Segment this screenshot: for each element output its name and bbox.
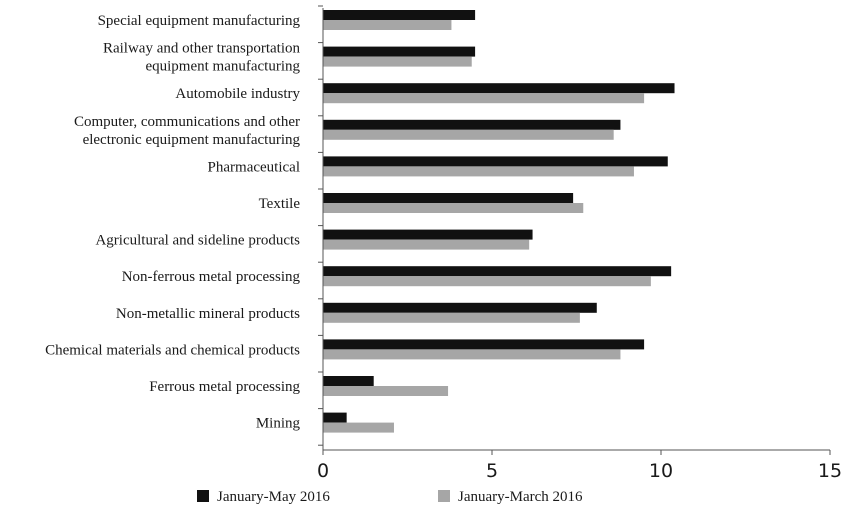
bar-jan-mar-10 [323,386,449,396]
bar-jan-may-7 [323,266,672,277]
category-labels: Special equipment manufacturing Railway a… [45,13,300,432]
category-label-line: Automobile industry [175,86,300,102]
bar-jan-may-6 [323,229,533,240]
bar-jan-may-5 [323,193,574,203]
bar-jan-may-9 [323,339,645,350]
bar-jan-mar-4 [323,166,634,177]
category-label-line: Ferrous metal processing [149,379,300,395]
category-label: Automobile industry [175,86,300,102]
bar-jan-may-10 [323,376,374,386]
category-label-line: Computer, communications and other [74,114,300,130]
bar-jan-mar-2 [323,93,645,104]
category-label: Special equipment manufacturing [98,13,301,29]
category-label-line: Railway and other transportation [103,41,301,57]
category-label: Pharmaceutical [208,159,300,175]
category-label: Textile [259,196,301,212]
legend-label-jan-may: January-May 2016 [217,489,330,505]
legend-swatch-jan-may [197,490,209,502]
category-label-line: Non-metallic mineral products [116,306,300,322]
x-tick-label: 15 [818,460,842,482]
category-label: Non-ferrous metal processing [122,269,301,285]
bar-jan-mar-6 [323,239,530,250]
bar-jan-may-0 [323,10,476,20]
x-tick-label: 10 [649,460,673,482]
bar-jan-mar-3 [323,129,614,140]
bar-jan-mar-11 [323,422,394,433]
x-axis-ticks: 0 5 10 15 [317,450,842,482]
bar-jan-mar-7 [323,276,651,287]
x-tick-label: 5 [486,460,498,482]
category-label-line: electronic equipment manufacturing [83,132,301,148]
category-label: Agricultural and sideline products [95,233,300,249]
bar-jan-mar-1 [323,56,472,67]
x-tick-label: 0 [317,460,329,482]
category-label-line: Textile [259,196,301,212]
category-label: Ferrous metal processing [149,379,300,395]
category-label: Railway and other transportation equipmen… [103,41,301,75]
category-label-line: Special equipment manufacturing [98,13,301,29]
bar-jan-may-4 [323,156,668,167]
category-label-line: Mining [256,416,301,432]
category-label: Non-metallic mineral products [116,306,300,322]
bars-group [323,10,675,433]
bar-jan-mar-9 [323,349,621,360]
bar-jan-mar-5 [323,203,584,213]
legend: January-May 2016 January-March 2016 [197,489,583,505]
bar-jan-may-11 [323,412,347,423]
bar-jan-mar-8 [323,312,580,323]
category-label-line: Chemical materials and chemical products [45,342,300,358]
category-label-line: Pharmaceutical [208,159,300,175]
category-label: Computer, communications and other electr… [74,114,301,148]
category-label-line: Agricultural and sideline products [95,233,300,249]
category-label: Mining [256,416,301,432]
legend-swatch-jan-mar [438,490,450,502]
bar-jan-may-3 [323,119,621,130]
category-label-line: equipment manufacturing [145,59,300,75]
category-label-line: Non-ferrous metal processing [122,269,301,285]
bar-jan-mar-0 [323,20,452,30]
y-axis-ticks [318,5,323,446]
bar-jan-may-1 [323,46,476,57]
bar-jan-may-8 [323,302,597,313]
category-label: Chemical materials and chemical products [45,342,300,358]
bar-jan-may-2 [323,83,675,94]
legend-label-jan-mar: January-March 2016 [458,489,583,505]
